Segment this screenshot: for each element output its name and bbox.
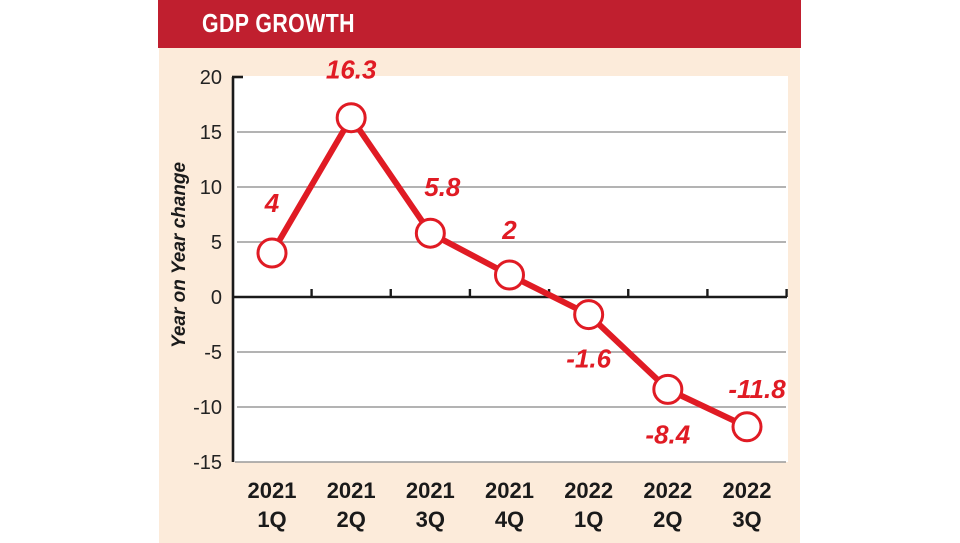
data-label: -8.4 bbox=[645, 419, 690, 449]
x-tick-label-quarter: 2Q bbox=[653, 507, 682, 532]
y-tick-label: 5 bbox=[211, 232, 222, 254]
x-tick-label-year: 2022 bbox=[643, 478, 692, 503]
y-tick-label: -10 bbox=[193, 397, 222, 419]
x-tick-label-quarter: 4Q bbox=[495, 507, 524, 532]
x-tick-label-year: 2022 bbox=[723, 478, 772, 503]
data-label: -11.8 bbox=[728, 374, 786, 404]
title-band: GDP GROWTH bbox=[158, 0, 801, 48]
data-label: -1.6 bbox=[566, 344, 611, 374]
x-tick-label-year: 2021 bbox=[327, 478, 376, 503]
y-tick-label: 20 bbox=[200, 67, 222, 89]
data-point bbox=[652, 373, 684, 405]
x-tick-label-year: 2021 bbox=[248, 478, 297, 503]
plot-layer: 20 15 10 5 0 -5 -10 -15 Year on Year change 2021 1… bbox=[169, 55, 788, 532]
data-point bbox=[414, 217, 446, 249]
x-tick-label-quarter: 2Q bbox=[336, 507, 365, 532]
data-label: 2 bbox=[501, 215, 517, 245]
data-point bbox=[335, 102, 367, 134]
x-tick-label-quarter: 1Q bbox=[574, 507, 603, 532]
x-tick-label-quarter: 1Q bbox=[257, 507, 286, 532]
y-tick-label: 10 bbox=[200, 177, 222, 199]
data-label: 16.3 bbox=[326, 55, 377, 85]
y-tick-label: -5 bbox=[204, 342, 222, 364]
chart-title: GDP GROWTH bbox=[202, 8, 355, 38]
data-label: 5.8 bbox=[424, 172, 461, 202]
x-tick-label-year: 2021 bbox=[406, 478, 455, 503]
y-tick-label: 15 bbox=[200, 122, 222, 144]
data-point bbox=[256, 237, 288, 269]
x-tick-label-year: 2021 bbox=[485, 478, 534, 503]
y-tick-label: 0 bbox=[211, 287, 222, 309]
data-point bbox=[731, 411, 763, 443]
data-point bbox=[573, 299, 605, 331]
y-tick-label: -15 bbox=[193, 452, 222, 474]
data-label: 4 bbox=[264, 188, 280, 218]
y-axis-title: Year on Year change bbox=[169, 161, 190, 348]
x-tick-label-quarter: 3Q bbox=[416, 507, 445, 532]
x-tick-label-quarter: 3Q bbox=[732, 507, 761, 532]
x-tick-label-year: 2022 bbox=[564, 478, 613, 503]
data-point bbox=[494, 259, 525, 291]
